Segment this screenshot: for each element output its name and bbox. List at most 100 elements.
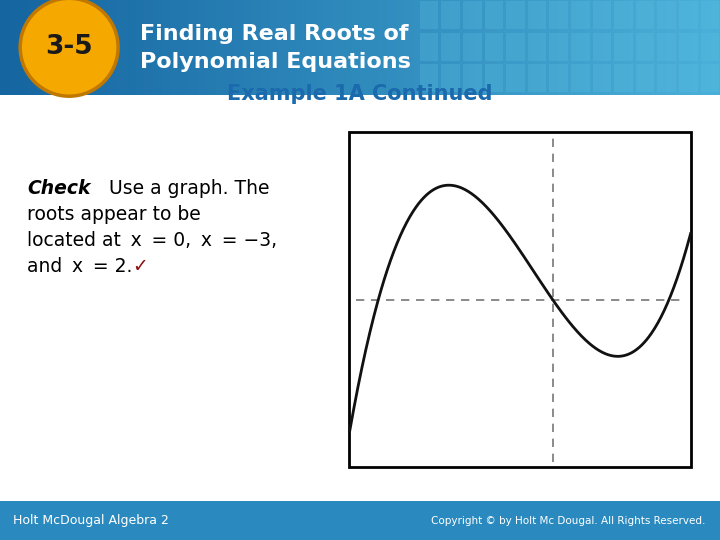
- Bar: [324, 0, 334, 94]
- Bar: [558, 0, 567, 94]
- Bar: [18, 0, 28, 94]
- Bar: [36, 0, 46, 94]
- Bar: [387, 0, 397, 94]
- Bar: [234, 0, 243, 94]
- Bar: [506, 64, 525, 92]
- Bar: [639, 0, 649, 94]
- Bar: [81, 0, 91, 94]
- Text: Finding Real Roots of: Finding Real Roots of: [140, 24, 409, 44]
- Bar: [506, 32, 525, 61]
- Bar: [270, 0, 280, 94]
- Bar: [684, 0, 693, 94]
- Text: Check: Check: [27, 179, 91, 198]
- Text: and  x  = 2.: and x = 2.: [27, 257, 139, 276]
- Bar: [679, 32, 698, 61]
- Bar: [614, 64, 633, 92]
- Bar: [333, 0, 343, 94]
- Bar: [349, 132, 691, 467]
- Bar: [207, 0, 217, 94]
- Text: Polynomial Equations: Polynomial Equations: [140, 52, 411, 72]
- Bar: [0, 0, 10, 94]
- Bar: [477, 0, 487, 94]
- Text: located at  x  = 0,  x  = −3,: located at x = 0, x = −3,: [27, 231, 277, 250]
- Bar: [675, 0, 685, 94]
- Bar: [531, 0, 541, 94]
- Bar: [198, 0, 208, 94]
- Bar: [252, 0, 262, 94]
- Bar: [594, 0, 603, 94]
- Bar: [657, 64, 676, 92]
- Bar: [99, 0, 109, 94]
- Bar: [711, 0, 720, 94]
- Bar: [72, 0, 82, 94]
- Bar: [441, 1, 460, 29]
- Bar: [306, 0, 316, 94]
- Bar: [414, 0, 423, 94]
- Bar: [506, 1, 525, 29]
- Bar: [117, 0, 127, 94]
- Bar: [459, 0, 469, 94]
- Bar: [495, 0, 505, 94]
- Bar: [288, 0, 298, 94]
- Bar: [189, 0, 199, 94]
- Bar: [657, 1, 676, 29]
- Bar: [297, 0, 307, 94]
- Bar: [549, 32, 568, 61]
- Bar: [180, 0, 190, 94]
- Bar: [450, 0, 459, 94]
- Bar: [614, 1, 633, 29]
- Bar: [463, 1, 482, 29]
- Bar: [593, 1, 611, 29]
- Bar: [225, 0, 235, 94]
- Bar: [603, 0, 613, 94]
- Bar: [540, 0, 550, 94]
- Bar: [549, 1, 568, 29]
- Bar: [630, 0, 639, 94]
- Text: ✓: ✓: [132, 257, 148, 276]
- Bar: [693, 0, 703, 94]
- Bar: [657, 0, 667, 94]
- Bar: [27, 0, 37, 94]
- Bar: [261, 0, 271, 94]
- Bar: [636, 64, 654, 92]
- Bar: [441, 0, 451, 94]
- Bar: [279, 0, 289, 94]
- Bar: [571, 32, 590, 61]
- Bar: [621, 0, 631, 94]
- Bar: [108, 0, 118, 94]
- Bar: [0, 501, 720, 540]
- Bar: [593, 64, 611, 92]
- Text: 3-5: 3-5: [45, 34, 93, 60]
- Bar: [369, 0, 379, 94]
- Bar: [9, 0, 19, 94]
- Bar: [463, 64, 482, 92]
- Bar: [549, 0, 559, 94]
- Bar: [701, 32, 719, 61]
- Bar: [549, 64, 568, 92]
- Bar: [405, 0, 415, 94]
- Bar: [420, 1, 438, 29]
- Bar: [351, 0, 361, 94]
- Bar: [463, 32, 482, 61]
- Bar: [528, 32, 546, 61]
- Bar: [576, 0, 585, 94]
- Bar: [679, 64, 698, 92]
- Bar: [135, 0, 145, 94]
- Bar: [486, 0, 496, 94]
- Bar: [162, 0, 172, 94]
- Bar: [342, 0, 352, 94]
- Bar: [485, 1, 503, 29]
- Bar: [614, 32, 633, 61]
- Bar: [636, 32, 654, 61]
- Bar: [378, 0, 387, 94]
- Bar: [485, 64, 503, 92]
- Bar: [420, 64, 438, 92]
- Bar: [315, 0, 325, 94]
- Text: Copyright © by Holt Mc Dougal. All Rights Reserved.: Copyright © by Holt Mc Dougal. All Right…: [431, 516, 706, 525]
- Bar: [63, 0, 73, 94]
- Text: roots appear to be: roots appear to be: [27, 205, 201, 224]
- Text: Use a graph. The: Use a graph. The: [103, 179, 269, 198]
- Bar: [528, 64, 546, 92]
- Bar: [396, 0, 406, 94]
- Bar: [216, 0, 226, 94]
